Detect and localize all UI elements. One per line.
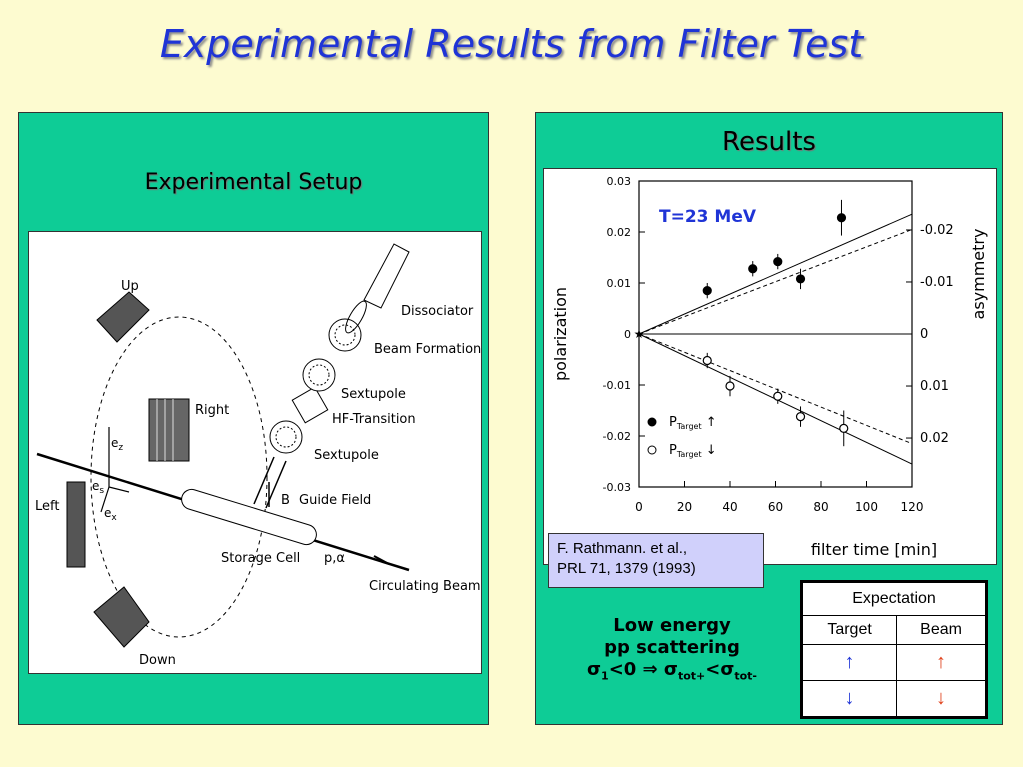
reference-line-2: PRL 71, 1379 (1993)	[557, 560, 696, 577]
col-target: Target	[800, 615, 898, 645]
data-point	[836, 213, 847, 223]
y-tick-label: 0	[624, 328, 631, 341]
x-tick-label: 40	[722, 500, 737, 514]
data-point	[773, 391, 783, 401]
x-tick-label: 120	[901, 500, 924, 514]
expectation-header: Expectation	[801, 581, 987, 616]
y2-axis-label: asymmetry	[969, 229, 988, 320]
y-tick-label: 0.03	[607, 175, 632, 188]
beam-up-arrow-icon: ↑	[896, 643, 987, 681]
y2-tick-label: 0.01	[920, 379, 949, 394]
legend-label: PTarget ↓	[669, 443, 717, 459]
y2-tick-label: 0	[920, 327, 928, 342]
y-tick-label: -0.02	[603, 430, 631, 443]
reference-box: F. Rathmann. et al., PRL 71, 1379 (1993)	[548, 533, 764, 588]
fit-line-dashed	[638, 228, 913, 335]
setup-diagram-svg: Up Right Left Down ez es ex Dissociator …	[35, 243, 481, 668]
data-point	[795, 274, 806, 284]
data-point	[702, 355, 712, 366]
energy-annotation: T=23 MeV	[659, 207, 757, 227]
target-down-arrow-icon: ↓	[800, 679, 898, 719]
note-line-1: Low energy	[613, 615, 731, 636]
reference-line-1: F. Rathmann. et al.,	[557, 540, 688, 557]
label-storage-cell: Storage Cell	[221, 551, 300, 566]
page-title: Experimental Results from Filter Test	[159, 22, 864, 66]
fit-line-solid	[638, 213, 913, 335]
label-down: Down	[139, 653, 176, 668]
label-beam-formation: Beam Formation	[374, 342, 481, 357]
setup-heading: Experimental Setup	[144, 170, 363, 195]
detector-left	[66, 481, 86, 568]
x-tick-label: 20	[677, 500, 692, 514]
label-ez: ez	[111, 436, 123, 453]
label-sextupole-1: Sextupole	[341, 387, 406, 402]
data-point	[839, 423, 849, 433]
note-line-3: σ1<0 ⇒ σtot+<σtot-	[587, 659, 757, 683]
y-tick-label: 0.01	[607, 277, 632, 290]
label-circulating-beam: Circulating Beam	[369, 579, 481, 594]
polarization-chart: 0.03 0.02 0.01 0 -0.01 -0.02 -0.03 -0.02 -0.01 0 0…	[551, 175, 988, 559]
expectation-table: Expectation Target Beam ↑ ↑ ↓ ↓	[800, 580, 988, 719]
detector-down	[93, 586, 150, 648]
beam-arrow	[373, 555, 390, 565]
label-left: Left	[35, 499, 59, 514]
y2-tick-label: 0.02	[920, 431, 949, 446]
feed-tube	[253, 456, 275, 505]
origin-star: ★	[634, 327, 645, 341]
physics-note: Low energy pp scattering σ1<0 ⇒ σtot+<σt…	[557, 615, 787, 688]
y-axis-label: polarization	[551, 287, 570, 381]
detector-right	[148, 398, 190, 462]
label-right: Right	[195, 403, 229, 418]
target-up-arrow-icon: ↑	[800, 643, 898, 681]
label-ex: ex	[104, 506, 117, 523]
x-tick-label: 60	[768, 500, 783, 514]
x-tick-label: 0	[635, 500, 643, 514]
beam-down-arrow-icon: ↓	[896, 679, 987, 719]
label-es: es	[92, 479, 104, 496]
label-sextupole-2: Sextupole	[314, 448, 379, 463]
storage-cell	[181, 488, 317, 546]
fit-line-dashed	[638, 333, 913, 445]
detector-up	[96, 291, 150, 343]
detector-ring	[90, 316, 268, 638]
x-tick-label: 100	[855, 500, 878, 514]
label-b-field: B	[281, 493, 290, 508]
results-heading: Results	[722, 127, 816, 157]
legend-marker	[647, 445, 657, 455]
legend-label: PTarget ↑	[669, 415, 717, 431]
data-point	[773, 256, 783, 267]
label-hf-transition: HF-Transition	[332, 412, 416, 427]
label-p-alpha: p,α	[324, 551, 345, 566]
label-up: Up	[121, 279, 139, 294]
data-point	[725, 381, 735, 391]
results-plot: 0.03 0.02 0.01 0 -0.01 -0.02 -0.03 -0.02 -0.01 0 0…	[543, 168, 997, 565]
note-line-2: pp scattering	[604, 637, 740, 658]
y2-tick-label: -0.02	[920, 223, 954, 238]
y-tick-label: 0.02	[607, 226, 632, 239]
legend-marker	[647, 417, 657, 427]
data-point	[748, 264, 758, 274]
y2-tick-label: -0.01	[920, 275, 954, 290]
results-panel: Results 0.03 0.02 0.01 0 -0.01 -0.02 -0.03 -0.0…	[535, 112, 1003, 725]
x-tick-label: 80	[813, 500, 828, 514]
data-point	[702, 286, 712, 296]
data-point	[795, 412, 806, 422]
col-beam: Beam	[896, 615, 987, 645]
x-axis-label: filter time [min]	[811, 540, 937, 559]
setup-diagram: Up Right Left Down ez es ex Dissociator …	[28, 231, 482, 674]
y-tick-label: -0.03	[603, 481, 631, 494]
source-stack	[269, 243, 410, 454]
setup-panel: Experimental Setup	[18, 112, 489, 725]
label-dissociator: Dissociator	[401, 304, 474, 319]
y-tick-label: -0.01	[603, 379, 631, 392]
label-guide-field: Guide Field	[299, 493, 371, 508]
